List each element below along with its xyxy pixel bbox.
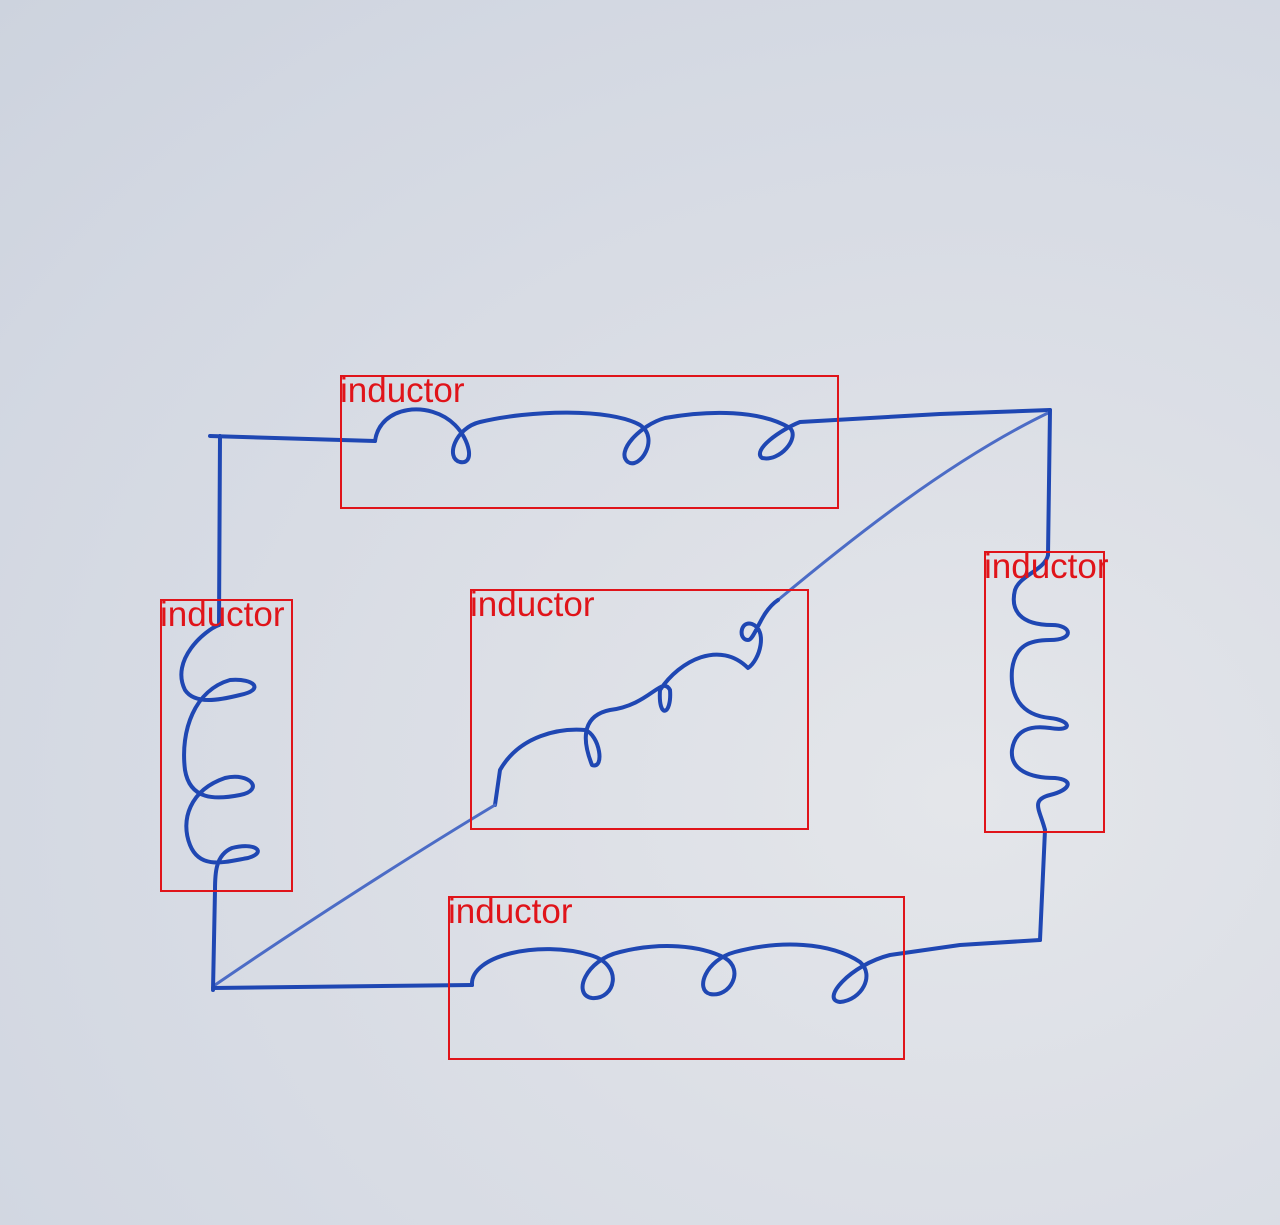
detection-box-right: inductor — [984, 547, 1109, 833]
detection-label-right: inductor — [984, 547, 1109, 586]
detection-label-center: inductor — [470, 585, 595, 624]
detection-box-bottom: inductor — [448, 892, 905, 1060]
wire-bottom-left — [211, 983, 474, 990]
wire-right-lower — [1038, 828, 1047, 942]
inductor-top-coil — [373, 407, 1052, 466]
inductor-center-coil — [493, 598, 780, 807]
inductor-bottom-coil — [469, 938, 1042, 1004]
wire-right-upper — [1046, 408, 1052, 557]
wire-diagonal-upper — [776, 410, 1052, 602]
detection-label-left: inductor — [160, 595, 285, 634]
detection-label-top: inductor — [340, 371, 465, 410]
detection-box-top: inductor — [340, 371, 839, 509]
detection-box-center: inductor — [470, 585, 809, 830]
inductor-left-coil — [179, 623, 260, 892]
wire-diagonal-lower — [213, 803, 497, 987]
detection-label-bottom: inductor — [448, 892, 573, 931]
wire-top-left — [208, 434, 377, 627]
detection-box-left: inductor — [160, 595, 293, 892]
inductor-right-coil — [1009, 553, 1070, 832]
wire-left-lower — [211, 888, 217, 992]
